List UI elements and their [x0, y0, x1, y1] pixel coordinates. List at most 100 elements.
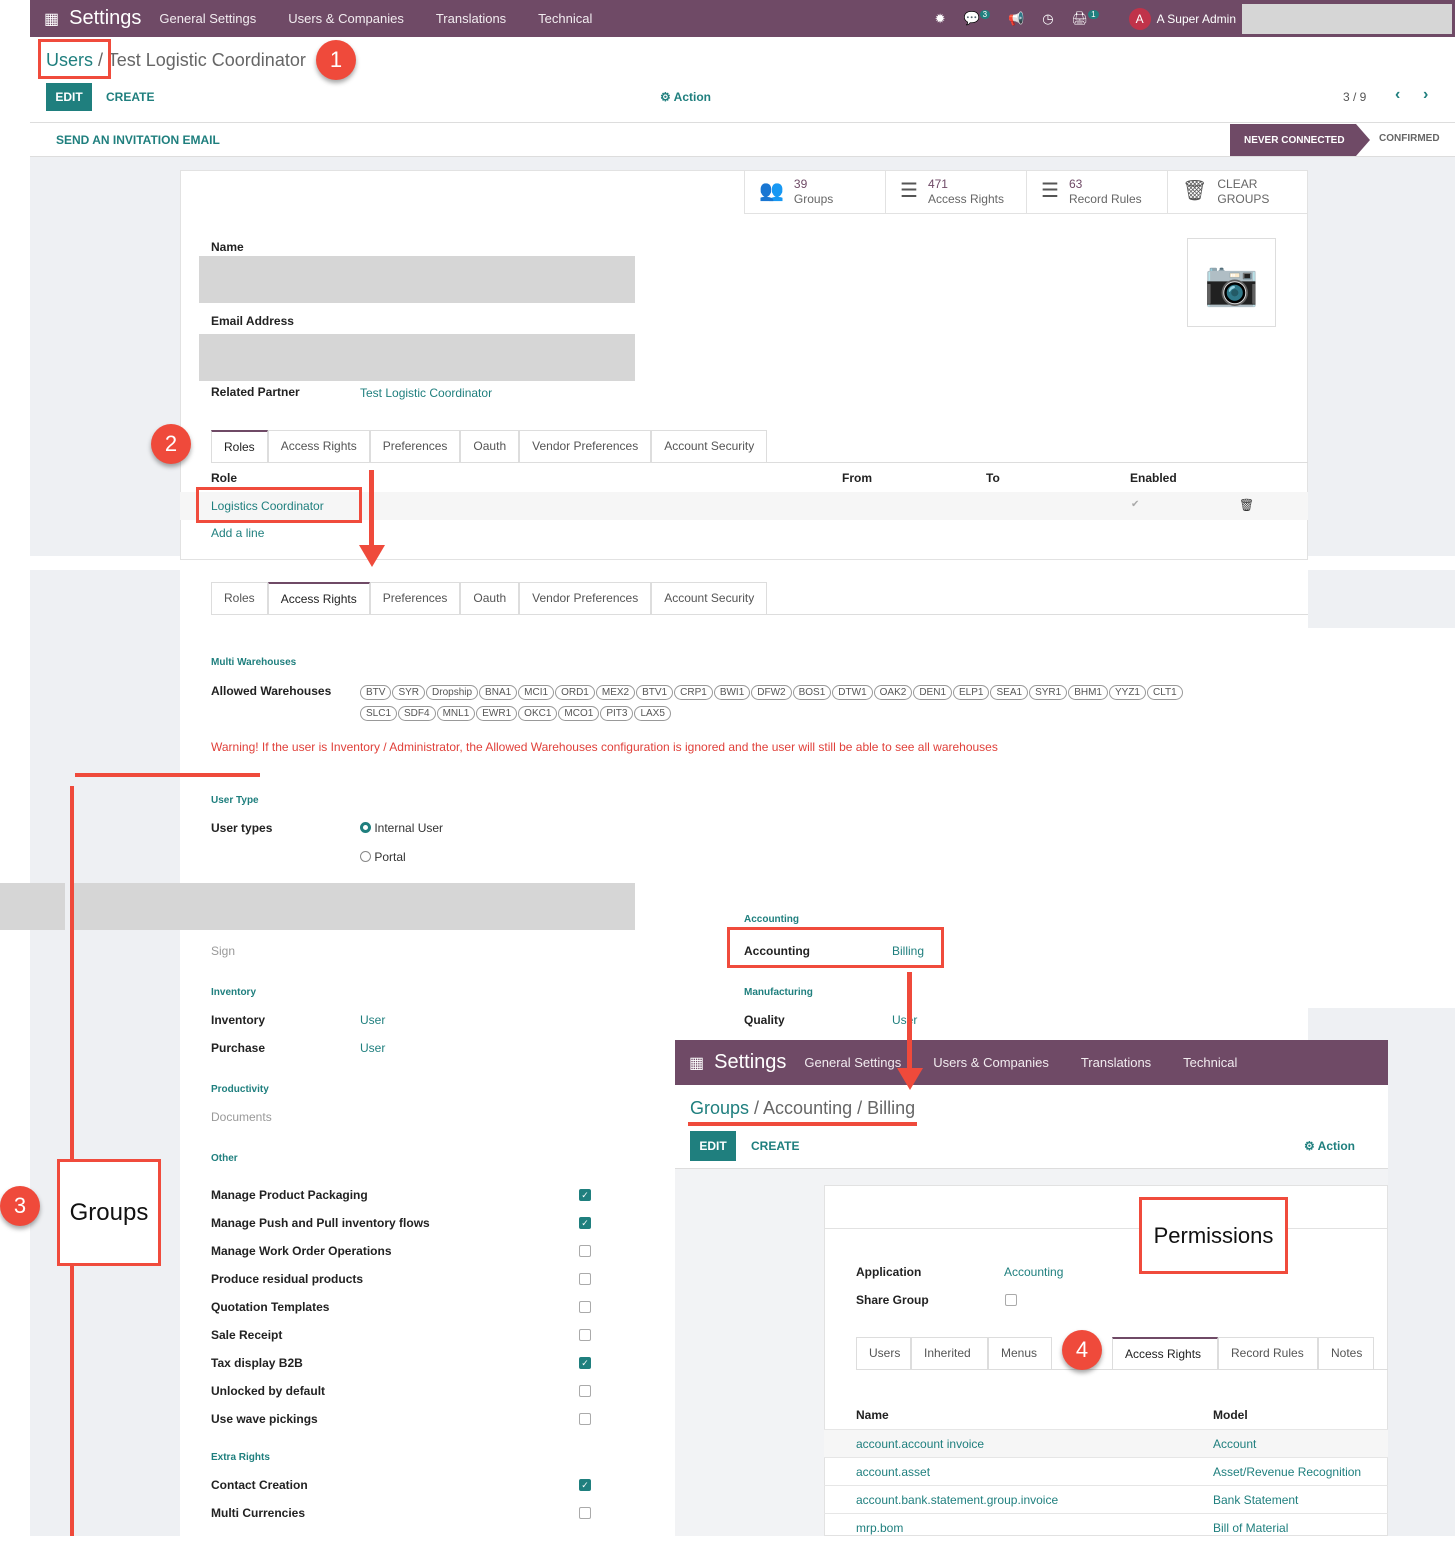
inventory-value[interactable]: User [360, 1013, 386, 1027]
checkbox-unchecked[interactable] [579, 1329, 591, 1341]
warehouse-tag[interactable]: MNL1 [436, 706, 476, 721]
acl-model[interactable]: Bank Statement [1213, 1492, 1299, 1507]
activity-icon[interactable]: 🖨 1 [1072, 10, 1099, 26]
menu-translations[interactable]: Translations [435, 11, 507, 26]
acl-model[interactable]: Asset/Revenue Recognition [1213, 1464, 1362, 1479]
add-line-link[interactable]: Add a line [211, 526, 265, 540]
tab-preferences[interactable]: Preferences [369, 582, 461, 614]
clock-icon[interactable]: ◷ [1042, 10, 1054, 26]
checkbox-unchecked[interactable] [579, 1385, 591, 1397]
allowed-warehouses-tags[interactable]: BTV SYR Dropship BNA1 MCI1 ORD1 MEX2 BTV1 CRP1 BW… [360, 683, 1200, 725]
tab-access-rights[interactable]: Access Rights [267, 430, 370, 462]
menu-users-companies[interactable]: Users & Companies [288, 11, 404, 26]
purchase-value[interactable]: User [360, 1041, 386, 1055]
tab-roles[interactable]: Roles [211, 430, 268, 462]
radio-internal-user[interactable]: Internal User [360, 821, 443, 835]
stage-confirmed[interactable]: CONFIRMED [1379, 133, 1440, 144]
tab-vendor-preferences[interactable]: Vendor Preferences [519, 430, 652, 462]
tab-account-security[interactable]: Account Security [651, 582, 768, 614]
action-menu[interactable]: ⚙ Action [660, 90, 711, 104]
clear-groups-button[interactable]: 🗑 CLEAR GROUPS [1167, 170, 1308, 213]
tab-preferences[interactable]: Preferences [369, 430, 461, 462]
send-invitation-button[interactable]: SEND AN INVITATION EMAIL [56, 133, 220, 147]
acl-name[interactable]: account.bank.statement.group.invoice [856, 1492, 1059, 1507]
warehouse-tag[interactable]: MCI1 [518, 685, 555, 700]
bug-icon[interactable]: ✹ [934, 10, 946, 26]
tab-access-rights[interactable]: Access Rights [267, 582, 370, 614]
app-title[interactable]: Settings [714, 1051, 787, 1073]
edit-button[interactable]: EDIT [46, 83, 92, 111]
menu-technical[interactable]: Technical [538, 11, 593, 26]
warehouse-tag[interactable]: DEN1 [913, 685, 953, 700]
table-row[interactable]: account.account invoice Account [824, 1429, 1388, 1457]
app-title[interactable]: Settings [69, 7, 142, 29]
checkbox-checked[interactable]: ✓ [579, 1479, 591, 1491]
edit-button[interactable]: EDIT [690, 1131, 736, 1161]
acl-model[interactable]: Bill of Material [1213, 1520, 1289, 1535]
warehouse-tag[interactable]: ELP1 [953, 685, 990, 700]
application-link[interactable]: Accounting [1004, 1265, 1064, 1279]
apps-menu-icon[interactable]: ▦ [44, 10, 60, 28]
warehouse-tag[interactable]: BTV [360, 685, 392, 700]
tab-oauth[interactable]: Oauth [460, 582, 520, 614]
quality-value[interactable]: User [892, 1013, 918, 1027]
user-menu[interactable]: A Super Admin [1156, 11, 1236, 26]
delete-row-icon[interactable]: 🗑 [1239, 498, 1255, 512]
tab-inherited[interactable]: Inherited [911, 1337, 988, 1369]
checkbox-checked[interactable]: ✓ [579, 1189, 591, 1201]
warehouse-tag[interactable]: SYR1 [1029, 685, 1068, 700]
warehouse-tag[interactable]: BHM1 [1068, 685, 1108, 700]
warehouse-tag[interactable]: BTV1 [636, 685, 674, 700]
acl-name[interactable]: account.account invoice [856, 1436, 985, 1451]
checkbox-unchecked[interactable] [579, 1301, 591, 1313]
menu-general-settings[interactable]: General Settings [159, 11, 257, 26]
table-row[interactable]: mrp.bom Bill of Material [824, 1513, 1388, 1541]
create-button[interactable]: CREATE [751, 1139, 800, 1153]
tab-menus[interactable]: Menus [988, 1337, 1052, 1369]
radio-portal[interactable]: Portal [360, 850, 406, 864]
breadcrumb-groups[interactable]: Groups [690, 1098, 750, 1118]
apps-menu-icon[interactable]: ▦ [689, 1054, 705, 1072]
chat-icon[interactable]: 💬 3 [963, 10, 991, 26]
breadcrumb-users[interactable]: Users [46, 50, 94, 70]
tab-account-security[interactable]: Account Security [651, 430, 768, 462]
warehouse-tag[interactable]: PIT3 [600, 706, 634, 721]
warehouse-tag[interactable]: Dropship [426, 685, 479, 700]
warehouse-tag[interactable]: SYR [392, 685, 426, 700]
table-row[interactable]: account.asset Asset/Revenue Recognition [824, 1457, 1388, 1485]
create-button[interactable]: CREATE [106, 90, 155, 104]
tab-access-rights[interactable]: Access Rights [1112, 1337, 1218, 1369]
pager-prev[interactable]: ‹ [1395, 86, 1401, 103]
menu-users-companies[interactable]: Users & Companies [933, 1055, 1049, 1070]
tab-oauth[interactable]: Oauth [460, 430, 520, 462]
action-menu[interactable]: ⚙ Action [1304, 1139, 1355, 1153]
menu-general-settings[interactable]: General Settings [804, 1055, 902, 1070]
avatar[interactable]: A [1128, 7, 1151, 30]
warehouse-tag[interactable]: MCO1 [558, 706, 600, 721]
related-partner-link[interactable]: Test Logistic Coordinator [360, 386, 493, 400]
warehouse-tag[interactable]: DTW1 [832, 685, 873, 700]
groups-stat-button[interactable]: 👥 39 Groups [744, 170, 885, 213]
tab-record-rules[interactable]: Record Rules [1218, 1337, 1318, 1369]
checkbox-unchecked[interactable] [579, 1413, 591, 1425]
share-group-checkbox[interactable] [1005, 1294, 1017, 1306]
checkbox-checked[interactable]: ✓ [579, 1357, 591, 1369]
checkbox-unchecked[interactable] [579, 1245, 591, 1257]
tab-users[interactable]: Users [856, 1337, 911, 1369]
checkbox-checked[interactable]: ✓ [579, 1217, 591, 1229]
warehouse-tag[interactable]: EWR1 [476, 706, 518, 721]
warehouse-tag[interactable]: SEA1 [990, 685, 1029, 700]
warehouse-tag[interactable]: SLC1 [360, 706, 398, 721]
acl-name[interactable]: mrp.bom [856, 1520, 904, 1535]
warehouse-tag[interactable]: YYZ1 [1108, 685, 1146, 700]
menu-translations[interactable]: Translations [1080, 1055, 1152, 1070]
access-rights-stat-button[interactable]: ☰ 471 Access Rights [885, 170, 1026, 213]
warehouse-tag[interactable]: ORD1 [555, 685, 595, 700]
acl-model[interactable]: Account [1213, 1436, 1257, 1451]
tab-notes[interactable]: Notes [1318, 1337, 1374, 1369]
record-rules-stat-button[interactable]: ☰ 63 Record Rules [1026, 170, 1167, 213]
role-row-logistics[interactable]: Logistics Coordinator [211, 499, 324, 513]
checkbox-unchecked[interactable] [579, 1507, 591, 1519]
acl-name[interactable]: account.asset [856, 1464, 931, 1479]
warehouse-tag[interactable]: DFW2 [751, 685, 792, 700]
